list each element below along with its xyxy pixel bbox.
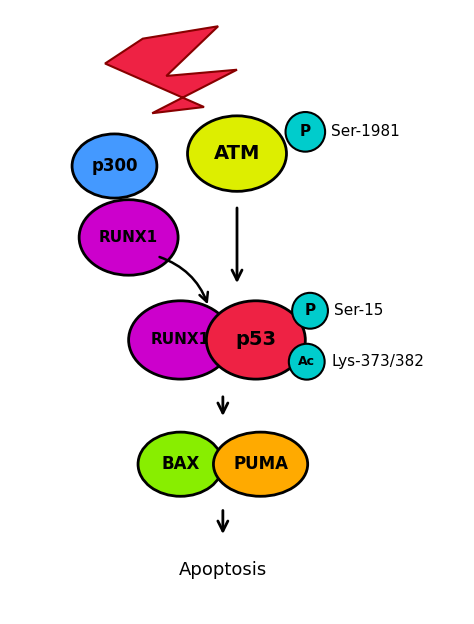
Text: RUNX1: RUNX1 bbox=[99, 230, 158, 245]
Ellipse shape bbox=[285, 112, 325, 152]
Text: p300: p300 bbox=[91, 157, 138, 175]
Text: RUNX1: RUNX1 bbox=[151, 333, 210, 348]
Ellipse shape bbox=[289, 344, 325, 379]
Ellipse shape bbox=[188, 116, 286, 192]
Text: ATM: ATM bbox=[214, 144, 260, 163]
Ellipse shape bbox=[213, 432, 308, 496]
Text: PUMA: PUMA bbox=[233, 455, 288, 473]
Text: P: P bbox=[304, 303, 316, 318]
Text: Ac: Ac bbox=[298, 355, 315, 368]
Text: Ser-15: Ser-15 bbox=[334, 303, 383, 318]
Polygon shape bbox=[105, 26, 237, 113]
Ellipse shape bbox=[138, 432, 223, 496]
Ellipse shape bbox=[72, 134, 157, 198]
Text: p53: p53 bbox=[236, 331, 276, 349]
Text: Ser-1981: Ser-1981 bbox=[331, 124, 400, 139]
Ellipse shape bbox=[79, 200, 178, 275]
Ellipse shape bbox=[128, 301, 232, 379]
Ellipse shape bbox=[292, 293, 328, 329]
Text: BAX: BAX bbox=[161, 455, 200, 473]
Ellipse shape bbox=[206, 301, 305, 379]
Text: Lys-373/382: Lys-373/382 bbox=[331, 354, 424, 369]
Text: Apoptosis: Apoptosis bbox=[179, 561, 267, 579]
Text: P: P bbox=[300, 124, 311, 139]
